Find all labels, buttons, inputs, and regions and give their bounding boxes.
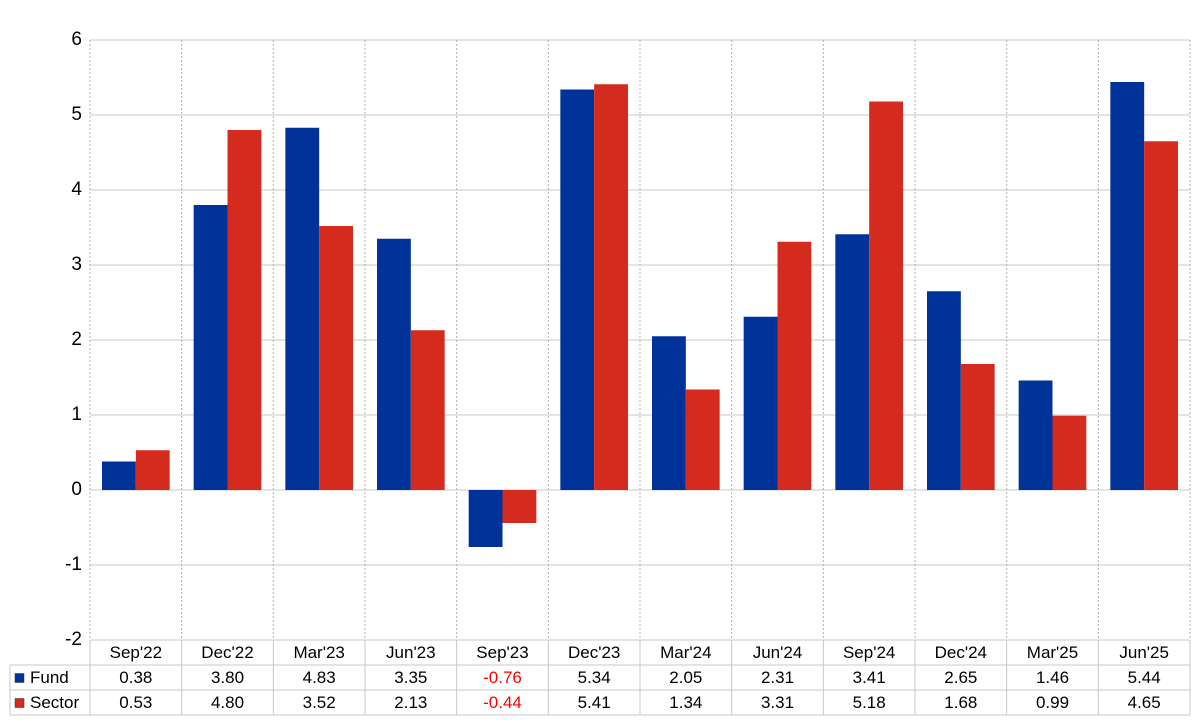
bar <box>835 234 870 490</box>
bar <box>410 330 445 490</box>
table-value: 3.41 <box>853 668 886 687</box>
bar <box>1110 82 1145 490</box>
x-tick-label: Jun'23 <box>386 643 436 662</box>
bar <box>135 450 170 490</box>
bar <box>560 89 595 490</box>
table-value: 5.18 <box>853 693 886 712</box>
table-value: 2.31 <box>761 668 794 687</box>
x-tick-label: Dec'22 <box>201 643 253 662</box>
bar <box>927 291 961 490</box>
table-value: 1.34 <box>669 693 702 712</box>
bar <box>960 364 995 490</box>
bar <box>777 241 812 490</box>
table-value: 2.13 <box>394 693 427 712</box>
x-tick-label: Dec'23 <box>568 643 620 662</box>
table-value: 3.35 <box>394 668 427 687</box>
bar <box>652 336 686 490</box>
y-tick-label: 4 <box>71 179 82 200</box>
table-value: 3.52 <box>303 693 336 712</box>
table-value: 4.80 <box>211 693 244 712</box>
y-tick-label: 2 <box>71 329 82 350</box>
bar <box>594 84 628 490</box>
x-tick-label: Mar'25 <box>1027 643 1078 662</box>
table-value: -0.44 <box>483 693 522 712</box>
bar <box>502 490 537 523</box>
table-value: 2.65 <box>944 668 977 687</box>
bar <box>1018 380 1053 490</box>
table-value: 1.46 <box>1036 668 1069 687</box>
bar <box>227 130 262 490</box>
legend-swatch <box>14 698 25 708</box>
table-value: 3.31 <box>761 693 794 712</box>
y-tick-label: -2 <box>65 629 82 650</box>
table-value: 0.99 <box>1036 693 1069 712</box>
y-tick-label: 5 <box>71 104 82 125</box>
legend-label: Fund <box>30 668 69 687</box>
bar <box>869 101 903 490</box>
legend-swatch <box>14 673 25 683</box>
y-tick-label: 6 <box>71 29 82 50</box>
x-tick-label: Mar'24 <box>660 643 711 662</box>
table-value: 5.44 <box>1128 668 1161 687</box>
bar <box>1144 141 1178 490</box>
table-value: -0.76 <box>483 668 522 687</box>
x-tick-label: Sep'22 <box>110 643 162 662</box>
bar <box>285 127 320 490</box>
table-value: 1.68 <box>944 693 977 712</box>
bar <box>377 238 411 490</box>
bar <box>102 461 136 490</box>
bar <box>193 205 228 490</box>
table-value: 5.34 <box>578 668 611 687</box>
x-tick-label: Mar'23 <box>293 643 344 662</box>
legend-label: Sector <box>30 693 79 712</box>
bar <box>319 226 353 490</box>
x-tick-label: Dec'24 <box>935 643 987 662</box>
y-tick-label: 3 <box>71 254 82 275</box>
y-tick-label: -1 <box>65 554 82 575</box>
table-value: 5.41 <box>578 693 611 712</box>
x-tick-label: Jun'24 <box>753 643 803 662</box>
bar <box>1052 415 1087 490</box>
y-tick-label: 0 <box>71 479 82 500</box>
bar <box>468 490 503 547</box>
x-tick-label: Jun'25 <box>1119 643 1169 662</box>
table-value: 0.53 <box>119 693 152 712</box>
table-value: 3.80 <box>211 668 244 687</box>
x-tick-label: Sep'23 <box>476 643 528 662</box>
y-tick-label: 1 <box>71 404 82 425</box>
table-value: 0.38 <box>119 668 152 687</box>
bar <box>743 316 778 490</box>
table-value: 2.05 <box>669 668 702 687</box>
bar <box>685 389 720 490</box>
table-value: 4.65 <box>1128 693 1161 712</box>
x-tick-label: Sep'24 <box>843 643 895 662</box>
table-value: 4.83 <box>303 668 336 687</box>
